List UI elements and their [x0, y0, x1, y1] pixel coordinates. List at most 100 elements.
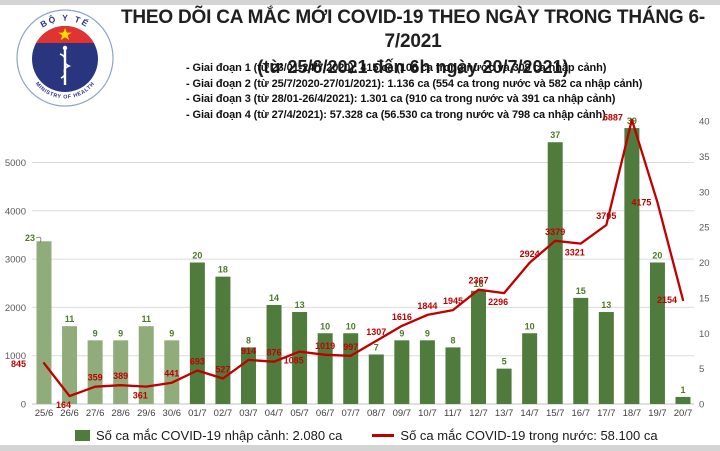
line-value-label: 1844 — [417, 301, 437, 311]
bar-07/7 — [343, 333, 359, 404]
x-axis-label: 03/7 — [239, 408, 258, 419]
line-value-label: 2296 — [488, 297, 508, 307]
x-axis-label: 08/7 — [367, 408, 386, 419]
bar-29/6 — [138, 326, 154, 404]
line-value-label: 3379 — [545, 227, 565, 237]
bar-value-label: 9 — [425, 328, 430, 338]
bar-value-label: 23 — [25, 233, 35, 243]
bar-value-label: 9 — [118, 328, 123, 338]
line-value-label: 914 — [241, 346, 256, 356]
line-value-label: 693 — [190, 357, 205, 367]
line-value-label: 845 — [11, 359, 26, 369]
bar-label-leader-line — [35, 236, 42, 244]
right-axis-tick-label: 25 — [699, 223, 710, 234]
bar-value-label: 14 — [269, 293, 279, 303]
x-axis-label: 12/7 — [469, 408, 488, 419]
x-axis-label: 14/7 — [520, 408, 539, 419]
line-value-label: 2924 — [520, 249, 540, 259]
bar-value-label: 11 — [65, 314, 75, 324]
x-axis-label: 06/7 — [316, 408, 335, 419]
line-value-label: 997 — [343, 342, 358, 352]
logo-staff-snake-icon — [59, 45, 72, 85]
bar-25/6 — [36, 241, 52, 404]
x-axis-label: 26/6 — [60, 408, 79, 419]
line-value-label: 2367 — [469, 276, 489, 286]
bar-20/7 — [675, 396, 691, 404]
bar-08/7 — [368, 354, 384, 404]
bar-03/7 — [240, 347, 256, 404]
bar-value-label: 9 — [169, 328, 174, 338]
x-axis-label: 10/7 — [418, 408, 437, 419]
left-axis-tick-label: 4000 — [5, 206, 26, 217]
bar-11/7 — [445, 347, 461, 404]
line-value-label: 1616 — [392, 312, 412, 322]
x-axis-label: 01/7 — [188, 408, 207, 419]
top-border — [0, 0, 720, 5]
line-value-label: 389 — [113, 371, 128, 381]
line-value-label: 2154 — [657, 295, 677, 305]
bar-09/7 — [394, 340, 410, 404]
bar-14/7 — [522, 333, 538, 404]
x-axis-label: 07/7 — [341, 408, 360, 419]
x-axis-label: 20/7 — [674, 408, 693, 419]
bar-02/7 — [215, 276, 231, 404]
bar-value-label: 5 — [502, 357, 507, 367]
x-axis-label: 04/7 — [265, 408, 284, 419]
right-axis-tick-label: 0 — [699, 400, 704, 411]
bar-value-label: 8 — [246, 335, 251, 345]
line-value-label: 1945 — [443, 296, 463, 306]
left-axis-tick-label: 5000 — [5, 158, 26, 169]
bar-10/7 — [419, 340, 435, 404]
right-axis-tick-label: 15 — [699, 293, 710, 304]
left-axis-tick-label: 1000 — [5, 351, 26, 362]
chart-legend: Số ca mắc COVID-19 nhập cảnh: 2.080 ca S… — [75, 428, 658, 443]
line-value-label: 5887 — [603, 113, 623, 123]
domestic-cases-line — [42, 118, 685, 398]
bar-value-label: 37 — [550, 130, 560, 140]
right-axis-tick-label: 30 — [699, 187, 710, 198]
bar-value-label: 16 — [474, 279, 484, 289]
x-axis-label: 25/6 — [35, 408, 54, 419]
x-axis-label: 16/7 — [572, 408, 591, 419]
bar-value-label: 13 — [295, 300, 305, 310]
x-axis-label: 28/6 — [111, 408, 130, 419]
line-value-label: 527 — [215, 365, 230, 375]
phase-2-line: - Giai đoạn 2 (từ 25/7/2020-27/01/2021):… — [186, 77, 643, 90]
line-value-label: 361 — [133, 391, 148, 401]
legend-domestic-label: Số ca mắc COVID-19 trong nước: 58.100 ca — [400, 428, 658, 443]
phase-3-line: - Giai đoạn 3 (từ 28/01-26/4/2021): 1.30… — [186, 93, 616, 105]
bar-value-label: 9 — [93, 328, 98, 338]
page-subtitle: (từ 25/6/2021 đến 6h ngày 20/7/2021) — [257, 57, 569, 77]
covid-daily-chart: 0100020003000400050000510152025303540231… — [5, 113, 710, 419]
line-value-label: 1307 — [366, 327, 386, 337]
bar-value-label: 15 — [576, 286, 586, 296]
bar-value-label: 1 — [680, 385, 685, 395]
bar-value-label: 11 — [141, 314, 151, 324]
x-axis-label: 13/7 — [495, 408, 514, 419]
logo-star-icon — [58, 28, 72, 40]
x-axis-label: 17/7 — [597, 408, 616, 419]
right-axis-tick-label: 40 — [699, 117, 710, 128]
line-value-label: 164 — [56, 400, 71, 410]
x-axis-label: 09/7 — [393, 408, 412, 419]
page-title: THEO DÕI CA MẮC MỚI COVID-19 THEO NGÀY T… — [120, 7, 706, 52]
line-value-label: 359 — [88, 373, 103, 383]
phase-summary: - Giai đoạn 1 (từ 23/01-24/7/2020): 415 … — [186, 61, 642, 123]
x-axis-label: 19/7 — [648, 408, 667, 419]
bar-15/7 — [547, 142, 563, 404]
bar-16/7 — [573, 297, 589, 404]
legend-imported-cases: Số ca mắc COVID-19 nhập cảnh: 2.080 ca — [75, 428, 342, 443]
line-value-label: 441 — [164, 369, 179, 379]
bar-12/7 — [471, 290, 487, 404]
left-axis-tick-label: 2000 — [5, 303, 26, 314]
line-value-label: 4175 — [631, 197, 651, 207]
legend-imported-label: Số ca mắc COVID-19 nhập cảnh: 2.080 ca — [96, 428, 343, 443]
bar-17/7 — [598, 312, 614, 404]
bar-series-swatch-icon — [75, 430, 90, 441]
x-axis-label: 18/7 — [623, 408, 642, 419]
right-axis-tick-label: 5 — [699, 364, 704, 375]
bar-value-label: 10 — [525, 321, 535, 331]
bar-value-label: 20 — [652, 251, 662, 261]
moh-logo: BỘ Y TẾ MINISTRY OF HEALTH — [14, 7, 116, 109]
